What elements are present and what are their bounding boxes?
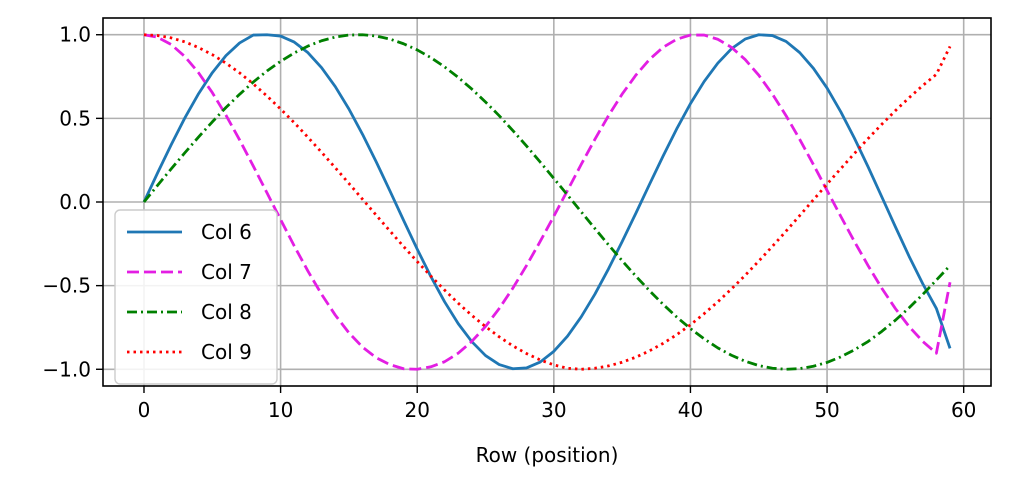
series-line-col-6: [142, 33, 952, 371]
x-tick-label: 20: [404, 398, 429, 422]
y-tick-label: 0.5: [59, 106, 91, 130]
x-axis-label: Row (position): [476, 443, 619, 467]
x-tick-label: 50: [814, 398, 839, 422]
x-tick-label: 0: [138, 398, 151, 422]
legend-label: Col 9: [201, 340, 252, 364]
x-tick-label: 60: [951, 398, 976, 422]
x-tick-label: 30: [541, 398, 566, 422]
series-line-col-7: [143, 33, 952, 371]
series-line-col-9: [143, 33, 952, 371]
y-tick-label: 1.0: [59, 23, 91, 47]
y-tick-label: 0.0: [59, 190, 91, 214]
legend-label: Col 8: [201, 300, 252, 324]
y-tick-label: −0.5: [42, 274, 91, 298]
y-axis-ticks: 1.0 0.5 0.0 −0.5 −1.0: [42, 23, 103, 381]
x-axis-ticks: 0 10 20 30 40 50 60: [138, 386, 976, 422]
series-lines: [142, 33, 952, 371]
legend-label: Col 6: [201, 220, 252, 244]
x-tick-label: 40: [678, 398, 703, 422]
y-tick-label: −1.0: [42, 357, 91, 381]
series-line-col-8: [142, 33, 952, 371]
x-tick-label: 10: [268, 398, 293, 422]
legend: Col 6 Col 7 Col 8 Col 9: [114, 209, 278, 385]
legend-label: Col 7: [201, 260, 252, 284]
legend-box: [114, 209, 278, 385]
